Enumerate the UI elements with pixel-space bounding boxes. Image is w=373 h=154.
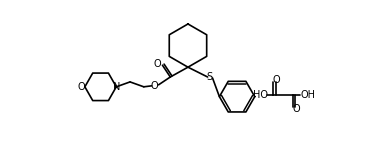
Text: O: O: [273, 75, 280, 85]
Text: OH: OH: [300, 90, 315, 100]
Text: O: O: [154, 59, 162, 69]
Text: N: N: [113, 82, 120, 92]
Text: O: O: [151, 81, 159, 91]
Text: O: O: [292, 104, 300, 114]
Text: HO: HO: [253, 90, 268, 100]
Text: S: S: [207, 72, 213, 82]
Text: O: O: [77, 82, 85, 92]
